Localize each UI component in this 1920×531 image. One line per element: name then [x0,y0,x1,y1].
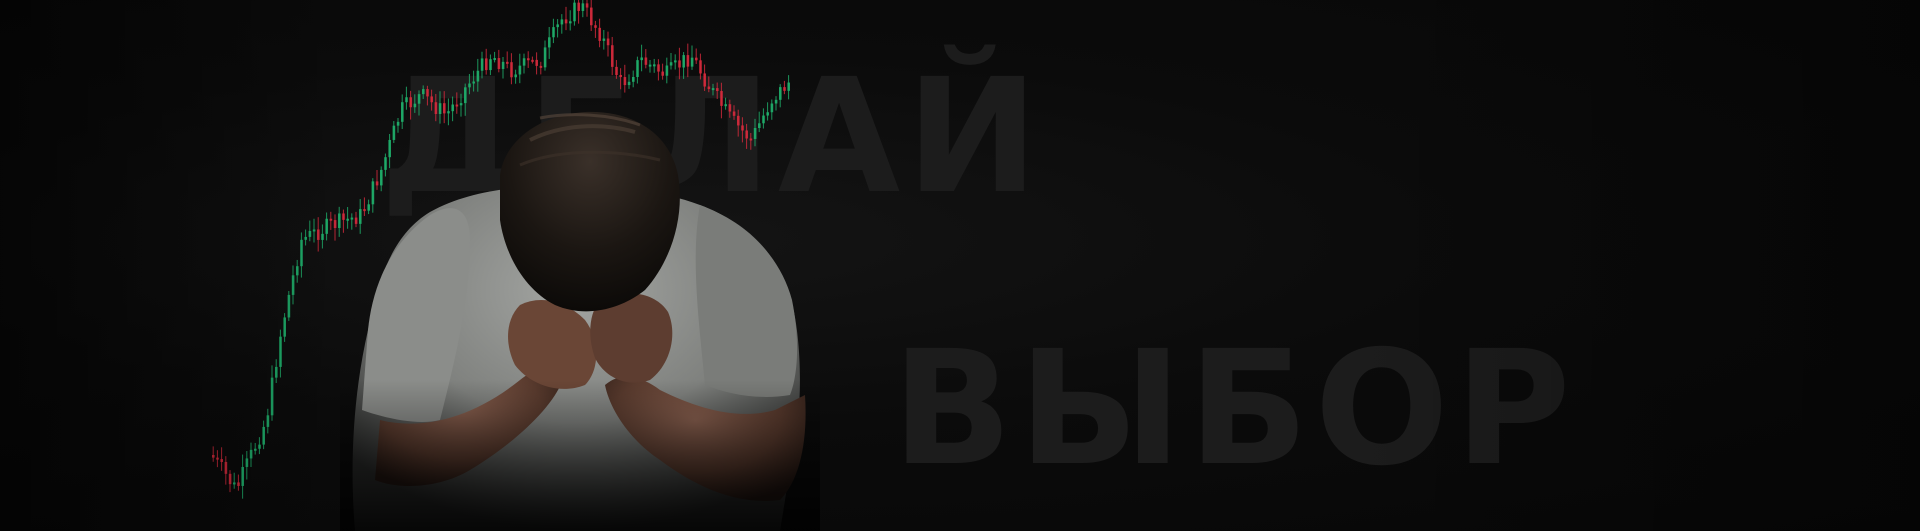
right-sleeve [695,205,798,397]
